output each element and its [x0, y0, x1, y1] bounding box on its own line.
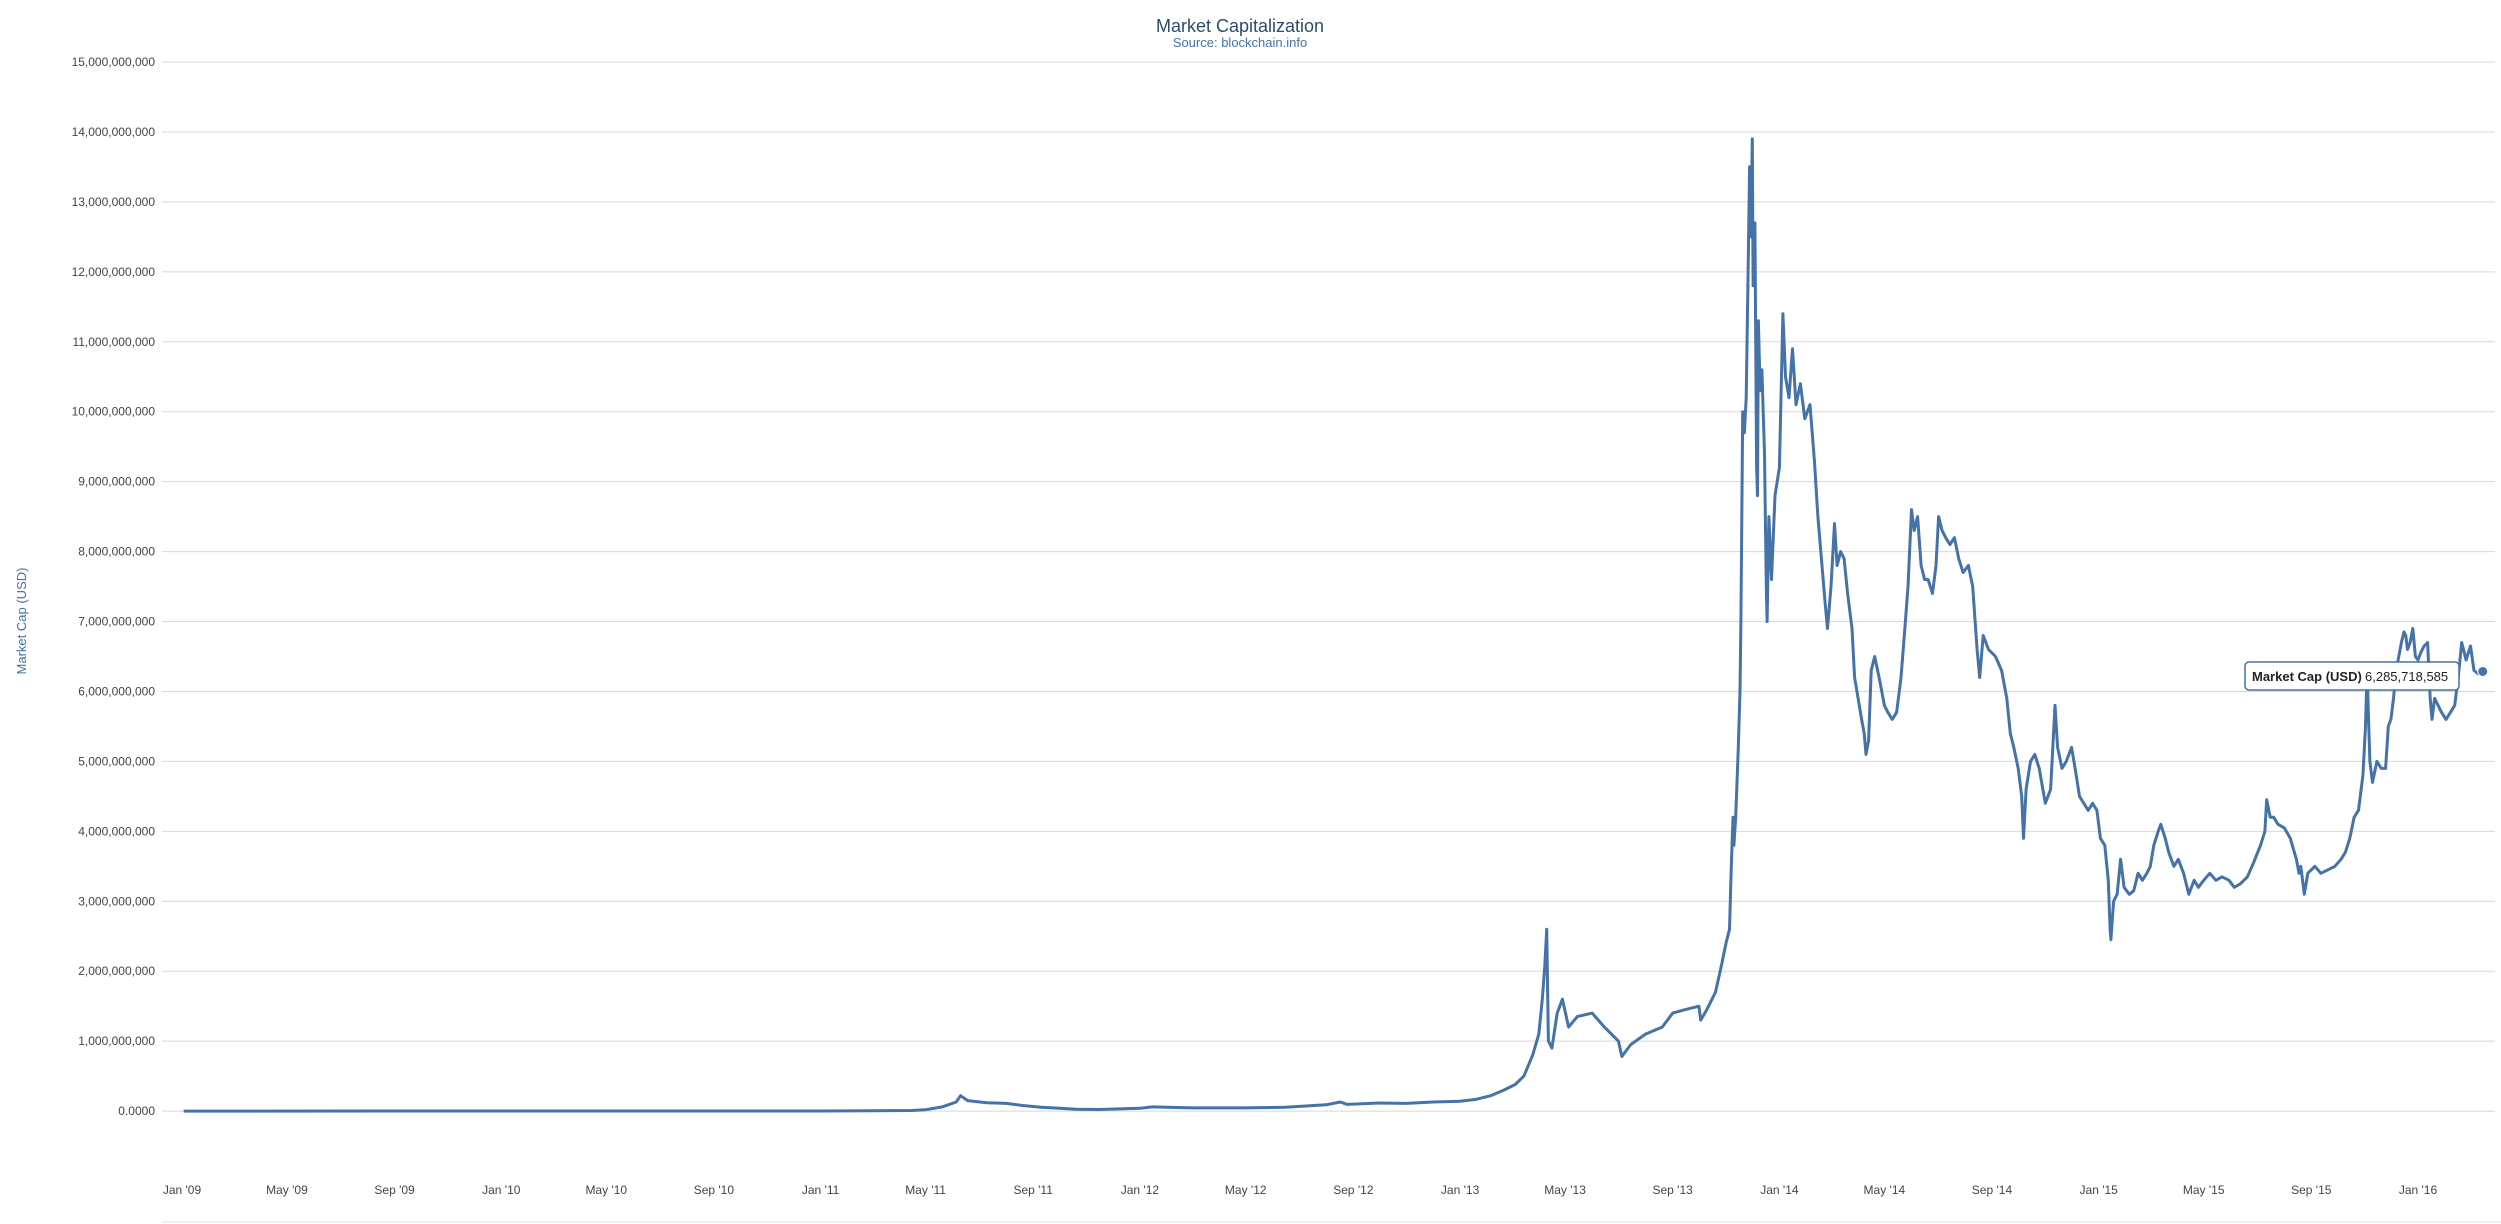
x-tick-label: Sep '14 [1972, 1183, 2013, 1197]
x-tick-label: Sep '15 [2291, 1183, 2332, 1197]
y-tick-label: 4,000,000,000 [78, 824, 155, 838]
hover-marker[interactable] [2477, 665, 2489, 677]
y-tick-label: 0.0000 [118, 1104, 155, 1118]
y-tick-label: 3,000,000,000 [78, 894, 155, 908]
x-tick-label: Jan '11 [802, 1183, 840, 1197]
chart-title: Market Capitalization [1156, 16, 1324, 36]
x-tick-label: Sep '12 [1333, 1183, 1374, 1197]
y-tick-label: 9,000,000,000 [78, 475, 155, 489]
y-tick-label: 11,000,000,000 [72, 335, 155, 349]
x-tick-label: Sep '13 [1653, 1183, 1694, 1197]
x-tick-label: May '15 [2183, 1183, 2225, 1197]
y-tick-label: 7,000,000,000 [78, 615, 155, 629]
y-tick-label: 1,000,000,000 [78, 1034, 155, 1048]
grid-lines [162, 61, 2495, 1112]
series-line-market-cap[interactable] [183, 137, 2484, 1113]
tooltip: Market Cap (USD) 6,285,718,585 [2244, 661, 2460, 691]
y-tick-label: 12,000,000,000 [72, 265, 156, 279]
y-tick-label: 10,000,000,000 [72, 405, 156, 419]
x-tick-label: Sep '09 [374, 1183, 415, 1197]
y-tick-label: 6,000,000,000 [78, 684, 155, 698]
x-tick-label: Jan '10 [482, 1183, 521, 1197]
x-tick-label: Sep '11 [1013, 1183, 1053, 1197]
y-tick-label: 2,000,000,000 [78, 964, 155, 978]
y-tick-label: 14,000,000,000 [72, 125, 156, 139]
x-axis: Jan '09 May '09 Sep '09 Jan '10 May '10 Sep '… [163, 1183, 2438, 1197]
x-tick-label: May '14 [1864, 1183, 1906, 1197]
chart-subtitle: Source: blockchain.info [1173, 35, 1307, 50]
y-tick-label: 5,000,000,000 [78, 754, 155, 768]
y-tick-label: 13,000,000,000 [72, 195, 156, 209]
x-tick-label: May '12 [1225, 1183, 1267, 1197]
x-tick-label: Jan '15 [2080, 1183, 2119, 1197]
x-tick-label: May '09 [266, 1183, 308, 1197]
x-tick-label: Sep '10 [694, 1183, 735, 1197]
tooltip-series-label: Market Cap (USD) [2252, 669, 2362, 684]
x-tick-label: Jan '16 [2399, 1183, 2438, 1197]
x-tick-label: Jan '14 [1760, 1183, 1799, 1197]
tooltip-value: 6,285,718,585 [2365, 669, 2448, 684]
y-axis-label: Market Cap (USD) [14, 568, 29, 675]
x-tick-label: May '10 [585, 1183, 627, 1197]
x-tick-label: Jan '13 [1441, 1183, 1480, 1197]
y-axis: 0.0000 1,000,000,000 2,000,000,000 3,000,00… [72, 55, 156, 1118]
y-tick-label: 8,000,000,000 [78, 545, 155, 559]
x-tick-label: May '13 [1544, 1183, 1586, 1197]
x-tick-label: Jan '09 [163, 1183, 202, 1197]
y-tick-label: 15,000,000,000 [72, 55, 156, 69]
x-tick-label: May '11 [905, 1183, 946, 1197]
tooltip-box [2244, 661, 2460, 691]
x-tick-label: Jan '12 [1121, 1183, 1160, 1197]
